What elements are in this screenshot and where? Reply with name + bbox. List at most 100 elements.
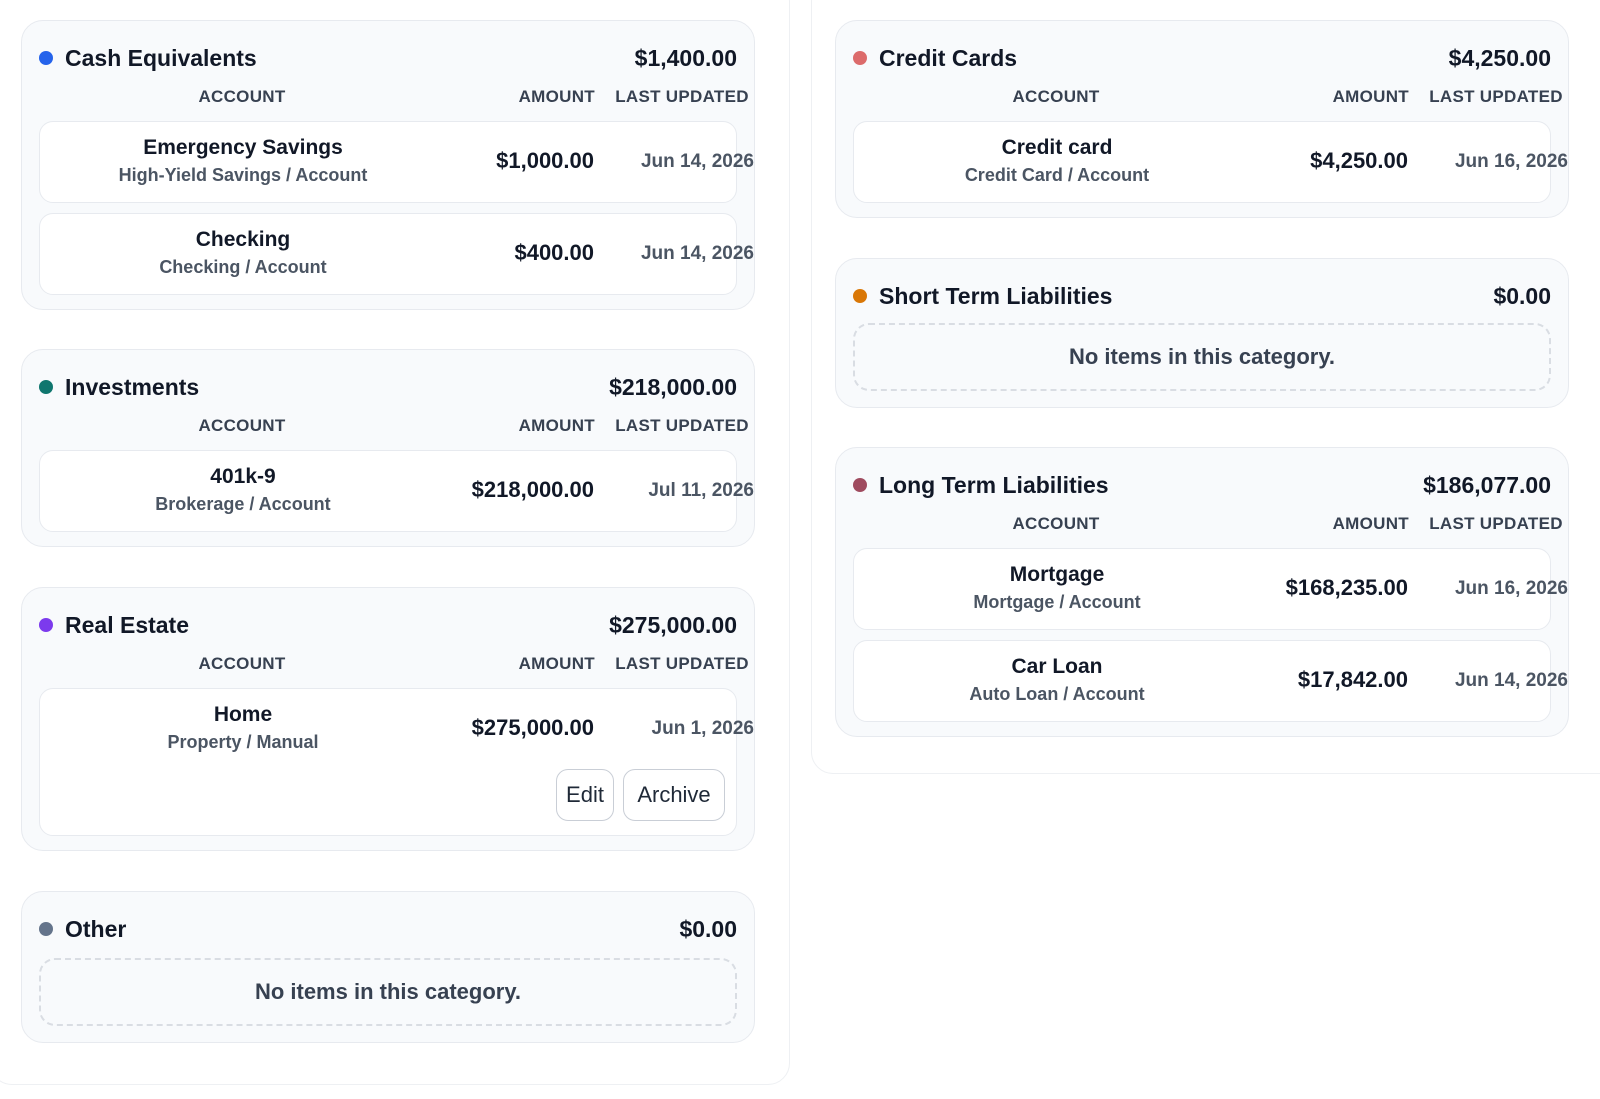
assets-column: Cash Equivalents $1,400.00 ACCOUNT AMOUN… [0,0,790,1085]
category-card-real-estate: Real Estate $275,000.00 ACCOUNT AMOUNT L… [21,587,755,851]
category-title: Real Estate [65,611,190,638]
table-column-headers: ACCOUNT AMOUNT LAST UPDATED [853,87,1562,109]
category-color-dot [39,922,53,936]
category-header: Long Term Liabilities $186,077.00 [853,470,1551,500]
account-amount: $4,250.00 [1310,148,1408,173]
account-row-checking[interactable]: Checking Checking / Account $400.00 Jun … [39,213,754,295]
category-total: $0.00 [1493,282,1551,309]
account-type: Credit Card / Account [964,165,1150,185]
account-type: Mortgage / Account [973,592,1141,612]
account-info: Mortgage Mortgage / Account [854,561,1260,615]
category-total: $186,077.00 [1423,471,1551,498]
category-title: Long Term Liabilities [879,471,1109,498]
account-type: Auto Loan / Account [969,684,1145,704]
account-info: 401k-9 Brokerage / Account [40,463,446,517]
account-last-updated: Jun 16, 2026 [1454,151,1568,172]
column-header-amount: AMOUNT [1332,514,1409,533]
category-color-dot [39,51,53,65]
account-amount: $17,842.00 [1297,667,1408,692]
empty-state: No items in this category. [39,958,737,1026]
account-info: Car Loan Auto Loan / Account [854,653,1260,707]
category-title: Cash Equivalents [65,44,257,71]
category-card-long-term-liabilities: Long Term Liabilities $186,077.00 ACCOUN… [835,447,1569,737]
category-header: Other $0.00 [39,914,737,944]
category-card-short-term-liabilities: Short Term Liabilities $0.00 No items in… [835,258,1569,408]
category-color-dot [853,289,867,303]
category-total: $0.00 [679,915,737,942]
account-info: Emergency Savings High-Yield Savings / A… [40,134,446,188]
account-name: Home [213,703,273,726]
account-row-emergency-savings[interactable]: Emergency Savings High-Yield Savings / A… [39,121,754,203]
category-color-dot [853,478,867,492]
category-total: $218,000.00 [609,373,737,400]
category-total: $4,250.00 [1448,44,1551,71]
category-color-dot [39,618,53,632]
category-header: Short Term Liabilities $0.00 [853,281,1551,311]
column-header-amount: AMOUNT [518,654,595,673]
account-amount: $275,000.00 [471,715,594,740]
liabilities-column: Credit Cards $4,250.00 ACCOUNT AMOUNT LA… [811,0,1600,774]
account-type: Property / Manual [167,732,319,752]
category-header: Investments $218,000.00 [39,372,737,402]
category-title: Other [65,915,127,942]
account-amount: $218,000.00 [471,477,594,502]
column-header-account: ACCOUNT [198,654,286,673]
table-column-headers: ACCOUNT AMOUNT LAST UPDATED [39,87,748,109]
account-name: Credit card [1001,136,1113,159]
account-row-home[interactable]: Home Property / Manual $275,000.00 Jun 1… [39,688,754,836]
category-header: Credit Cards $4,250.00 [853,43,1551,73]
account-last-updated: Jun 14, 2026 [640,151,754,172]
account-type: High-Yield Savings / Account [118,165,368,185]
account-name: Checking [195,228,291,251]
category-card-cash-equivalents: Cash Equivalents $1,400.00 ACCOUNT AMOUN… [21,20,755,310]
category-total: $1,400.00 [634,44,737,71]
category-header: Cash Equivalents $1,400.00 [39,43,737,73]
category-color-dot [39,380,53,394]
column-header-last-updated: LAST UPDATED [1429,514,1563,533]
category-title: Credit Cards [879,44,1018,71]
column-header-last-updated: LAST UPDATED [615,87,749,106]
account-last-updated: Jun 14, 2026 [640,243,754,264]
empty-state: No items in this category. [853,323,1551,391]
column-header-account: ACCOUNT [1012,514,1100,533]
account-name: 401k-9 [210,465,276,488]
column-header-amount: AMOUNT [518,416,595,435]
account-name: Mortgage [1009,563,1105,586]
column-header-last-updated: LAST UPDATED [615,416,749,435]
account-name: Car Loan [1011,655,1103,678]
account-amount: $168,235.00 [1285,575,1408,600]
table-column-headers: ACCOUNT AMOUNT LAST UPDATED [853,514,1562,536]
column-header-last-updated: LAST UPDATED [1429,87,1563,106]
column-header-last-updated: LAST UPDATED [615,654,749,673]
account-row-car-loan[interactable]: Car Loan Auto Loan / Account $17,842.00 … [853,640,1568,722]
table-column-headers: ACCOUNT AMOUNT LAST UPDATED [39,654,748,676]
category-card-investments: Investments $218,000.00 ACCOUNT AMOUNT L… [21,349,755,547]
edit-button[interactable]: Edit [556,769,614,821]
category-color-dot [853,51,867,65]
table-column-headers: ACCOUNT AMOUNT LAST UPDATED [39,416,748,438]
account-info: Credit card Credit Card / Account [854,134,1260,188]
account-name: Emergency Savings [143,136,343,159]
account-row-401k-9[interactable]: 401k-9 Brokerage / Account $218,000.00 J… [39,450,754,532]
account-last-updated: Jun 16, 2026 [1454,578,1568,599]
category-title: Investments [65,373,200,400]
account-last-updated: Jun 1, 2026 [651,718,754,739]
category-total: $275,000.00 [609,611,737,638]
column-header-amount: AMOUNT [518,87,595,106]
category-title: Short Term Liabilities [879,282,1113,309]
account-row-credit-card[interactable]: Credit card Credit Card / Account $4,250… [853,121,1568,203]
column-header-account: ACCOUNT [1012,87,1100,106]
account-info: Checking Checking / Account [40,226,446,280]
category-card-credit-cards: Credit Cards $4,250.00 ACCOUNT AMOUNT LA… [835,20,1569,218]
category-card-other: Other $0.00 No items in this category. [21,891,755,1043]
account-type: Checking / Account [159,257,327,277]
account-row-mortgage[interactable]: Mortgage Mortgage / Account $168,235.00 … [853,548,1568,630]
column-header-account: ACCOUNT [198,87,286,106]
category-header: Real Estate $275,000.00 [39,610,737,640]
column-header-amount: AMOUNT [1332,87,1409,106]
column-header-account: ACCOUNT [198,416,286,435]
account-last-updated: Jul 11, 2026 [648,480,754,501]
archive-button[interactable]: Archive [623,769,725,821]
account-amount: $1,000.00 [496,148,594,173]
account-amount: $400.00 [514,240,594,265]
